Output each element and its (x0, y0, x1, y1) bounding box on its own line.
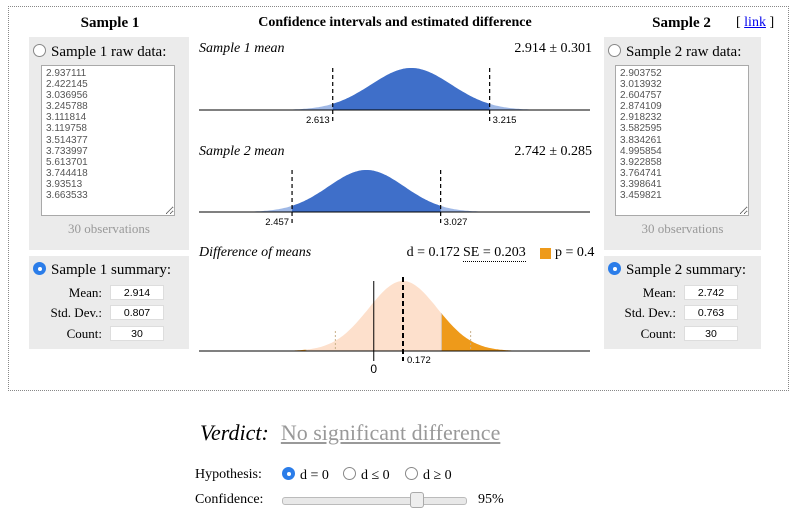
source-link[interactable]: link (744, 15, 766, 30)
confidence-value: 95% (478, 492, 504, 507)
sample2-mean-value: 2.742 ± 0.285 (514, 144, 592, 159)
sample2-count-label: Count: (640, 326, 676, 341)
sample2-ci-tick-label: 3.027 (444, 217, 468, 228)
hypothesis-option-le[interactable]: d ≤ 0 (343, 467, 390, 484)
distribution-charts: 2.613 3.215 2.457 3.027 0 0.172 (199, 68, 590, 376)
zero-tick-label: 0 (370, 362, 377, 376)
source-link-wrap: [ link ] (736, 15, 774, 31)
confidence-slider-thumb[interactable] (410, 492, 425, 508)
verdict-label: Verdict: (200, 420, 269, 445)
sample2-summary-label: Sample 2 summary: (626, 262, 746, 278)
hypothesis-radio-eq[interactable] (282, 467, 295, 480)
sample1-raw-label: Sample 1 raw data: (51, 44, 167, 60)
difference-d-value: d = 0.172 (406, 245, 460, 260)
hypothesis-row: Hypothesis: d = 0 d ≤ 0 d ≥ 0 (195, 467, 452, 483)
sample2-mean-input[interactable]: 2.742 (684, 285, 738, 300)
sample2-ci-area (292, 170, 441, 212)
sample1-ci-tick-label: 2.613 (306, 115, 330, 126)
verdict: Verdict: No significant difference (200, 420, 500, 446)
sample1-mean-input[interactable]: 2.914 (110, 285, 164, 300)
confidence-row: Confidence: 95% (195, 492, 504, 508)
sample2-raw-textarea[interactable] (615, 65, 749, 216)
sample1-title: Sample 1 (80, 15, 140, 31)
confidence-slider-track[interactable] (282, 497, 467, 505)
sample2-raw-label: Sample 2 raw data: (626, 44, 742, 60)
sample2-sd-input[interactable]: 0.763 (684, 305, 738, 320)
hypothesis-option-eq[interactable]: d = 0 (282, 467, 329, 484)
sample1-raw-option[interactable]: Sample 1 raw data: (33, 44, 166, 61)
difference-se-value[interactable]: SE = 0.203 (463, 245, 526, 262)
hypothesis-radio-ge[interactable] (405, 467, 418, 480)
hypothesis-option-eq-label: d = 0 (300, 468, 329, 483)
sample1-ci-area (332, 68, 490, 110)
link-bracket-close: ] (769, 15, 775, 30)
sample1-count-label: Count: (66, 326, 102, 341)
hypothesis-option-le-label: d ≤ 0 (361, 468, 390, 483)
sample2-ci-tick-label: 2.457 (265, 217, 289, 228)
sample1-observations: 30 observations (68, 221, 150, 236)
sample1-mean-label: Mean: (68, 285, 102, 300)
sample1-mean-value: 2.914 ± 0.301 (514, 41, 592, 56)
sample1-ci-tick-label: 3.215 (493, 115, 517, 126)
difference-chart-label: Difference of means (199, 245, 312, 260)
sample1-raw-radio[interactable] (33, 44, 46, 57)
sample2-sd-label: Std. Dev.: (624, 305, 676, 320)
sample2-raw-option[interactable]: Sample 2 raw data: (608, 44, 741, 61)
hypothesis-label: Hypothesis: (195, 467, 262, 482)
sample1-mean-chart-label: Sample 1 mean (199, 41, 285, 56)
sample2-count-input[interactable]: 30 (684, 326, 738, 341)
verdict-text[interactable]: No significant difference (280, 420, 501, 445)
sample1-sd-input[interactable]: 0.807 (110, 305, 164, 320)
hypothesis-option-ge-label: d ≥ 0 (423, 468, 452, 483)
hypothesis-option-ge[interactable]: d ≥ 0 (405, 467, 452, 484)
sample1-summary-radio[interactable] (33, 262, 46, 275)
hypothesis-radio-le[interactable] (343, 467, 356, 480)
sample1-count-input[interactable]: 30 (110, 326, 164, 341)
center-title: Confidence intervals and estimated diffe… (258, 15, 532, 30)
p-value-swatch (540, 248, 551, 259)
sample2-mean-label: Mean: (642, 285, 676, 300)
sample1-summary-option[interactable]: Sample 1 summary: (33, 262, 171, 279)
sample2-raw-radio[interactable] (608, 44, 621, 57)
difference-right-tail (441, 313, 559, 351)
difference-full-area (247, 281, 559, 351)
sample2-mean-chart-label: Sample 2 mean (199, 144, 285, 159)
p-value-text: p = 0.4 (555, 245, 595, 260)
main-frame (8, 6, 789, 391)
sample2-observations: 30 observations (641, 221, 724, 236)
confidence-label: Confidence: (195, 492, 264, 507)
sample2-summary-option[interactable]: Sample 2 summary: (608, 262, 746, 279)
sample1-summary-label: Sample 1 summary: (51, 262, 171, 278)
link-bracket-open: [ (736, 15, 741, 30)
difference-mean-tick-label: 0.172 (407, 355, 431, 366)
sample1-raw-textarea[interactable] (41, 65, 175, 216)
sample1-sd-label: Std. Dev.: (50, 305, 102, 320)
sample2-summary-radio[interactable] (608, 262, 621, 275)
sample2-title: Sample 2 (652, 15, 711, 31)
